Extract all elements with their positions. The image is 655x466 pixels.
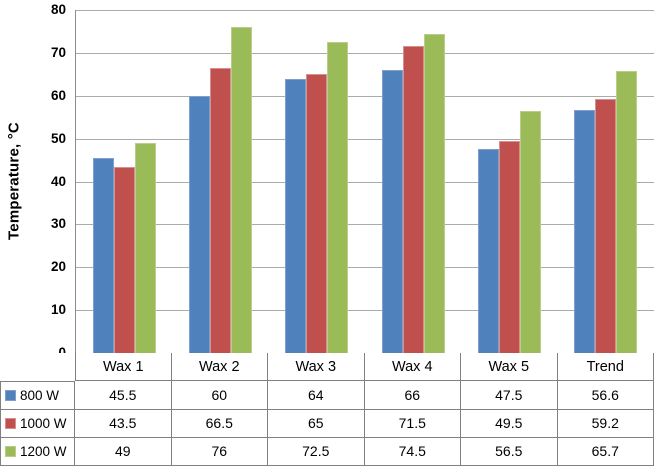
bar-800w <box>381 70 403 353</box>
bar-800w <box>188 95 210 353</box>
value-cell: 72.5 <box>268 437 365 466</box>
value-cell: 47.5 <box>461 381 558 410</box>
bar-1200w <box>616 71 638 353</box>
value-cell: 74.5 <box>364 437 461 466</box>
legend-label: 1200 W <box>20 443 67 459</box>
legend-label: 1000 W <box>20 415 67 431</box>
value-cell: 71.5 <box>364 409 461 438</box>
gridline <box>76 267 654 269</box>
gridline <box>76 138 654 140</box>
y-tick-label: 10 <box>50 302 66 318</box>
gridline <box>76 52 654 54</box>
value-cell: 56.6 <box>557 381 654 410</box>
category-header-cell: Wax 2 <box>171 353 268 382</box>
value-cell: 65.7 <box>557 437 654 466</box>
bar-1200w <box>519 110 541 353</box>
value-cell: 49.5 <box>461 409 558 438</box>
category-header-cell: Wax 4 <box>364 353 461 382</box>
bar-800w <box>285 78 307 353</box>
plot-area <box>75 10 654 354</box>
legend-cell: 1200 W <box>0 437 75 466</box>
bar-1200w <box>134 142 156 353</box>
value-cell: 66.5 <box>171 409 268 438</box>
value-cell: 65 <box>268 409 365 438</box>
gridline <box>76 310 654 312</box>
value-cell: 64 <box>268 381 365 410</box>
bar-group-wax-3 <box>269 10 365 353</box>
bar-1000w <box>209 67 231 353</box>
y-tick-label: 40 <box>50 173 66 189</box>
category-header-cell: Wax 1 <box>75 353 172 382</box>
bar-1200w <box>423 33 445 353</box>
y-tick-label: 20 <box>50 259 66 275</box>
legend-label: 800 W <box>20 387 60 403</box>
y-axis-tick-labels: 0 10 20 30 40 50 60 70 80 <box>0 2 66 360</box>
value-cell: 49 <box>75 437 172 466</box>
bar-1000w <box>595 99 617 353</box>
bar-1000w <box>402 46 424 353</box>
bar-group-wax-4 <box>365 10 461 353</box>
chart-data-table: Wax 1 Wax 2 Wax 3 Wax 4 Wax 5 Trend 800 W 45.5 6… <box>0 353 654 466</box>
bar-groups <box>76 10 654 353</box>
legend-swatch <box>5 445 16 457</box>
bar-group-wax-1 <box>76 10 172 353</box>
table-corner-blank <box>0 353 75 382</box>
value-cell: 60 <box>171 381 268 410</box>
bar-group-wax-2 <box>172 10 268 353</box>
legend-swatch <box>5 389 16 401</box>
bar-1000w <box>498 140 520 353</box>
bar-1200w <box>230 27 252 353</box>
category-header-cell: Wax 3 <box>268 353 365 382</box>
y-tick-label: 30 <box>50 216 66 232</box>
bar-800w <box>574 110 596 353</box>
bar-1000w <box>306 74 328 353</box>
y-tick-label: 0 <box>0 344 66 362</box>
value-cell: 56.5 <box>461 437 558 466</box>
value-cell: 43.5 <box>75 409 172 438</box>
gridline <box>76 224 654 226</box>
category-header-cell: Wax 5 <box>461 353 558 382</box>
bar-800w <box>92 157 114 353</box>
legend-cell: 1000 W <box>0 409 75 438</box>
category-header-cell: Trend <box>557 353 654 382</box>
value-cell: 66 <box>364 381 461 410</box>
value-cell: 59.2 <box>557 409 654 438</box>
y-tick-label: 70 <box>50 44 66 60</box>
bar-800w <box>477 149 499 353</box>
legend-cell: 800 W <box>0 381 75 410</box>
legend-swatch <box>5 417 16 429</box>
gridline <box>76 10 654 11</box>
value-cell: 45.5 <box>75 381 172 410</box>
y-tick-label: 60 <box>50 87 66 103</box>
gridline <box>76 181 654 183</box>
y-tick-label: 80 <box>50 2 66 17</box>
y-tick-label: 50 <box>50 130 66 146</box>
bar-1200w <box>327 42 349 353</box>
value-cell: 76 <box>171 437 268 466</box>
gridline <box>76 95 654 97</box>
bar-group-trend <box>558 10 654 353</box>
bar-1000w <box>113 166 135 353</box>
bar-group-wax-5 <box>461 10 557 353</box>
